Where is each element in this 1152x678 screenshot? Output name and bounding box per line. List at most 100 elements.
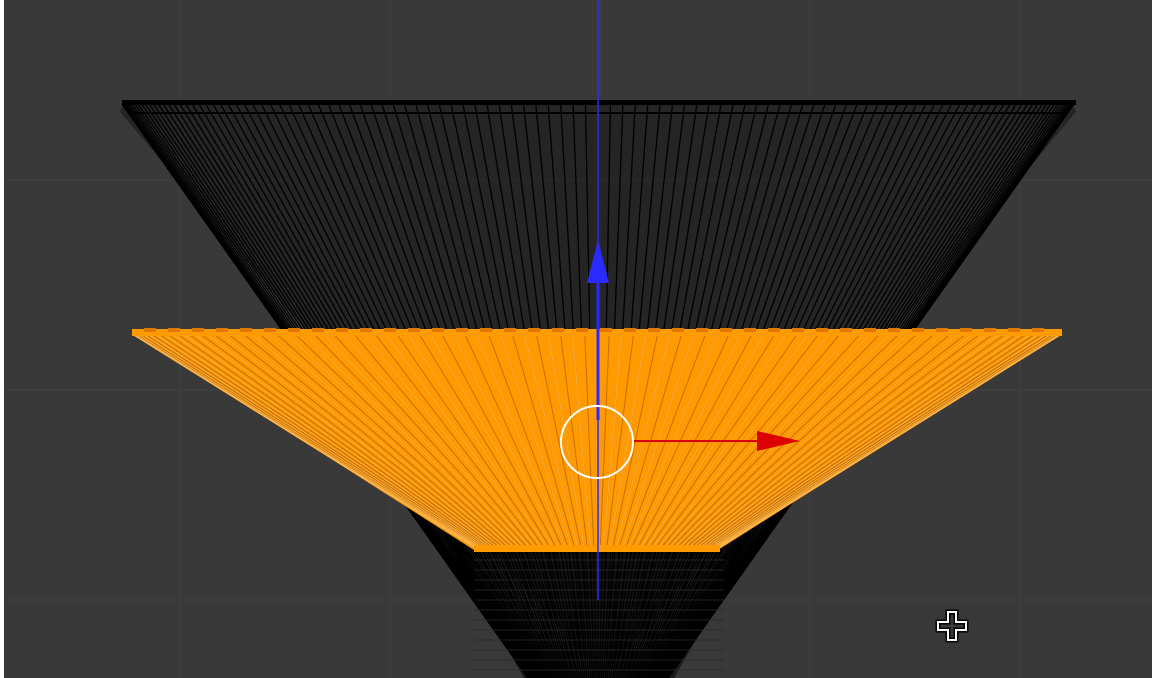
- rim-vertex: [264, 328, 276, 332]
- translate-z-arrow-icon[interactable]: [587, 240, 609, 283]
- mesh-edge-highlight: [206, 333, 495, 549]
- pivot-circle-icon[interactable]: [560, 405, 634, 479]
- mesh-edge-highlight: [714, 333, 1047, 549]
- mesh-edge-highlight: [548, 333, 585, 549]
- rim-vertex: [744, 328, 756, 332]
- mesh-edge: [294, 333, 519, 549]
- mesh-edge-highlight: [194, 333, 492, 549]
- mesh-edge-highlight: [717, 333, 1057, 549]
- mesh-edge: [227, 333, 501, 549]
- mesh-edge: [276, 333, 514, 549]
- mesh-edge: [703, 333, 1006, 549]
- mesh-edge-highlight: [499, 333, 572, 549]
- rim-vertex: [504, 328, 516, 332]
- mesh-edge-highlight: [718, 333, 1063, 549]
- mesh-edge: [584, 333, 595, 549]
- rim-vertex: [1008, 328, 1020, 332]
- mesh-edge-highlight: [683, 333, 927, 549]
- rim-vertex: [648, 328, 660, 332]
- mesh-edge-highlight: [407, 333, 548, 549]
- rim-vertex: [672, 328, 684, 332]
- mesh-edge: [599, 333, 610, 549]
- rim-vertex: [984, 328, 996, 332]
- rim-vertex: [288, 328, 300, 332]
- mesh-edge: [188, 333, 491, 549]
- rim-vertex: [456, 328, 468, 332]
- transform-manipulator[interactable]: [560, 0, 800, 600]
- mesh-edge: [374, 333, 540, 549]
- rim-vertex: [792, 328, 804, 332]
- mesh-edge: [451, 519, 535, 678]
- mesh-edge: [713, 333, 1044, 549]
- selected-rim-vertices: [144, 328, 1044, 332]
- rim-vertex: [960, 328, 972, 332]
- mesh-edge: [443, 519, 531, 678]
- mesh-edge: [445, 519, 532, 678]
- mesh-edge-highlight: [364, 333, 537, 549]
- mesh-edge-highlight: [452, 333, 560, 549]
- mesh-edge-highlight: [134, 333, 476, 549]
- mesh-edge-highlight: [691, 333, 959, 549]
- mesh-edge: [144, 333, 479, 549]
- mesh-edge-highlight: [162, 333, 484, 549]
- mesh-edge-highlight: [154, 333, 482, 549]
- selected-cone-bottom-rim: [474, 545, 720, 552]
- mesh-edge-highlight: [702, 333, 1000, 549]
- mesh-edge-highlight: [603, 333, 622, 549]
- rim-vertex: [336, 328, 348, 332]
- rim-vertex: [720, 328, 732, 332]
- mesh-edge: [139, 333, 478, 549]
- mesh-edge: [664, 519, 751, 678]
- mesh-edge: [697, 333, 981, 549]
- mesh-edge: [487, 333, 569, 549]
- 3d-viewport[interactable]: [4, 0, 1152, 678]
- mesh-edge-highlight: [147, 333, 480, 549]
- rim-vertex: [240, 328, 252, 332]
- mesh-edge: [448, 519, 534, 678]
- mesh-edge: [560, 333, 588, 549]
- mesh-edge-highlight: [430, 333, 554, 549]
- mesh-edge: [396, 333, 545, 549]
- rim-vertex: [552, 328, 564, 332]
- mesh-edge: [333, 333, 529, 549]
- 3d-cursor-icon[interactable]: [935, 609, 969, 643]
- mesh-edge-highlight: [141, 333, 478, 549]
- rim-vertex: [528, 328, 540, 332]
- mesh-edge: [439, 519, 530, 678]
- mesh-edge-highlight: [710, 333, 1032, 549]
- rim-vertex: [192, 328, 204, 332]
- mesh-edge: [662, 519, 748, 678]
- mesh-edge: [167, 333, 485, 549]
- mesh-edge-highlight: [712, 333, 1040, 549]
- mesh-edge-highlight: [695, 333, 974, 549]
- mesh-edge: [709, 333, 1027, 549]
- rim-vertex: [576, 328, 588, 332]
- mesh-edge-highlight: [705, 333, 1012, 549]
- mesh-edge-highlight: [323, 333, 526, 549]
- mesh-edge: [667, 519, 759, 678]
- mesh-edge-highlight: [235, 333, 503, 549]
- mesh-edge-highlight: [385, 333, 542, 549]
- mesh-edge: [535, 333, 582, 549]
- mesh-edge-highlight: [251, 333, 507, 549]
- lower-cone-mesh[interactable]: [434, 519, 764, 678]
- mesh-edge: [661, 519, 745, 678]
- mesh-edge-highlight: [476, 333, 566, 549]
- mesh-edge-highlight: [609, 333, 646, 549]
- translate-x-arrow-icon[interactable]: [757, 431, 800, 451]
- rim-vertex: [480, 328, 492, 332]
- rim-vertex: [696, 328, 708, 332]
- mesh-edge-highlight: [343, 333, 531, 549]
- mesh-edge: [711, 333, 1036, 549]
- rim-vertex: [936, 328, 948, 332]
- mesh-edge-highlight: [523, 333, 579, 549]
- mesh-edge: [158, 333, 483, 549]
- mesh-edge-highlight: [716, 333, 1053, 549]
- rim-vertex: [144, 328, 156, 332]
- mesh-edge: [441, 519, 530, 678]
- mesh-edge-highlight: [304, 333, 521, 549]
- rim-vertex: [888, 328, 900, 332]
- mesh-edge: [353, 333, 534, 549]
- rim-vertex: [768, 328, 780, 332]
- rim-vertex: [912, 328, 924, 332]
